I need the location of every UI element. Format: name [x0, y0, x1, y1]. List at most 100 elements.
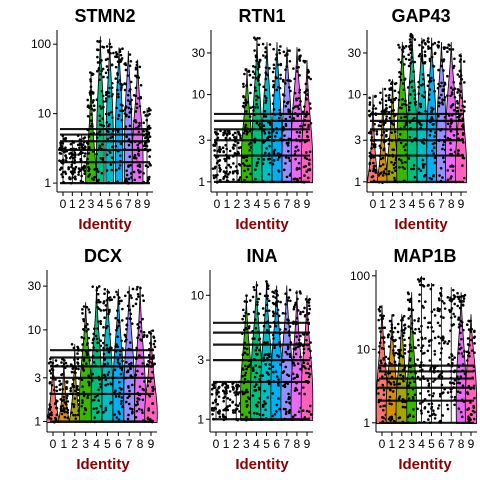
data-point	[308, 365, 312, 368]
data-point	[433, 314, 437, 317]
data-point	[134, 403, 138, 407]
data-point	[384, 373, 387, 376]
data-point	[115, 326, 119, 329]
data-point	[418, 293, 421, 296]
data-point	[95, 167, 99, 171]
data-point	[123, 294, 127, 298]
y-tick-label: 30	[192, 46, 206, 60]
data-point	[225, 147, 229, 151]
data-point	[428, 414, 432, 418]
data-point	[63, 401, 67, 404]
data-point	[255, 161, 259, 165]
data-point	[59, 405, 63, 408]
data-point	[101, 117, 105, 120]
data-point	[266, 356, 269, 360]
data-point	[134, 302, 138, 306]
data-point	[262, 400, 266, 403]
points-cluster-3	[397, 43, 408, 183]
data-point	[441, 59, 444, 63]
data-point	[117, 318, 120, 322]
data-point	[136, 400, 139, 403]
data-point	[256, 106, 259, 109]
data-point	[277, 378, 280, 381]
data-point	[258, 413, 262, 416]
data-point	[407, 336, 411, 340]
data-point	[222, 390, 226, 393]
data-point	[413, 116, 416, 120]
data-point	[99, 344, 103, 348]
data-point	[54, 359, 58, 362]
data-point	[66, 411, 70, 414]
data-point	[81, 143, 85, 146]
data-point	[277, 355, 281, 358]
data-point	[135, 102, 139, 106]
data-point	[298, 91, 301, 94]
data-point	[379, 124, 382, 128]
data-point	[218, 158, 222, 162]
data-point	[428, 88, 432, 91]
data-point	[148, 112, 151, 116]
data-point	[93, 416, 97, 419]
data-point	[233, 144, 237, 147]
data-point	[387, 380, 391, 384]
data-point	[144, 164, 148, 168]
data-point	[263, 94, 267, 98]
data-point	[446, 403, 449, 407]
data-point	[381, 174, 385, 177]
data-point	[221, 415, 225, 418]
data-point	[284, 292, 287, 296]
data-point	[140, 339, 143, 342]
data-point	[104, 71, 108, 75]
data-point	[439, 351, 443, 355]
data-point	[423, 54, 427, 58]
data-point	[456, 381, 460, 385]
data-point	[138, 385, 142, 388]
data-point	[245, 388, 248, 392]
x-axis-label: Identity	[394, 216, 448, 233]
data-point	[61, 142, 65, 145]
data-point	[393, 176, 396, 180]
data-point	[427, 45, 430, 48]
data-point	[276, 308, 280, 312]
data-point	[60, 173, 63, 176]
data-point	[73, 175, 77, 179]
data-point	[466, 354, 470, 357]
data-point	[224, 172, 227, 175]
data-point	[261, 307, 265, 310]
data-point	[84, 325, 87, 329]
data-point	[421, 344, 425, 348]
data-point	[284, 54, 287, 57]
data-point	[99, 339, 103, 342]
data-point	[456, 132, 459, 136]
data-point	[86, 114, 90, 118]
data-point	[231, 409, 235, 412]
data-point	[217, 391, 220, 394]
x-tick-label: 6	[274, 197, 281, 211]
data-point	[83, 154, 86, 158]
data-point	[256, 300, 259, 304]
x-tick-label: 2	[71, 437, 78, 451]
data-point	[421, 83, 425, 86]
data-point	[417, 80, 420, 84]
data-point	[246, 353, 249, 356]
data-point	[309, 121, 313, 125]
data-point	[414, 371, 417, 375]
data-point	[268, 43, 272, 46]
data-point	[413, 60, 417, 64]
data-point	[236, 393, 240, 396]
data-point	[211, 412, 214, 416]
data-point	[294, 301, 298, 305]
data-point	[272, 67, 276, 70]
points-cluster-2	[387, 79, 398, 182]
data-point	[87, 152, 91, 155]
data-point	[379, 91, 382, 95]
data-point	[451, 298, 454, 301]
data-point	[382, 130, 386, 134]
data-point	[111, 116, 114, 119]
data-point	[416, 358, 419, 361]
data-point	[421, 162, 425, 166]
data-point	[243, 300, 247, 303]
data-point	[245, 294, 248, 297]
data-point	[446, 391, 450, 394]
x-tick-label: 6	[438, 437, 445, 451]
